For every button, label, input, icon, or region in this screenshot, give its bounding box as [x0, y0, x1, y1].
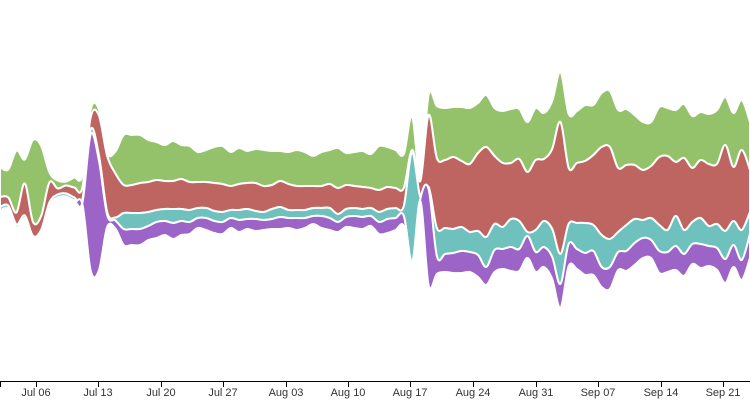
stream-bands	[0, 70, 750, 310]
x-tick-label: Sep 21	[706, 387, 741, 399]
x-tick-label: Aug 24	[456, 387, 491, 399]
x-tick-label: Aug 10	[331, 387, 366, 399]
x-tick-label: Jul 27	[208, 387, 237, 399]
x-tick-label: Aug 03	[269, 387, 304, 399]
x-tick-label: Jul 20	[146, 387, 175, 399]
x-tick-label: Aug 31	[519, 387, 554, 399]
x-tick-label: Aug 17	[393, 387, 428, 399]
x-tick-label: Sep 07	[581, 387, 616, 399]
x-tick-label: Jul 06	[21, 387, 50, 399]
x-tick-label: Jul 13	[83, 387, 112, 399]
x-tick-label: Sep 14	[644, 387, 679, 399]
x-axis-ticks: Jul 06 Jul 13 Jul 20 Jul 27 Aug 03 Aug 10 Aug …	[0, 381, 741, 399]
